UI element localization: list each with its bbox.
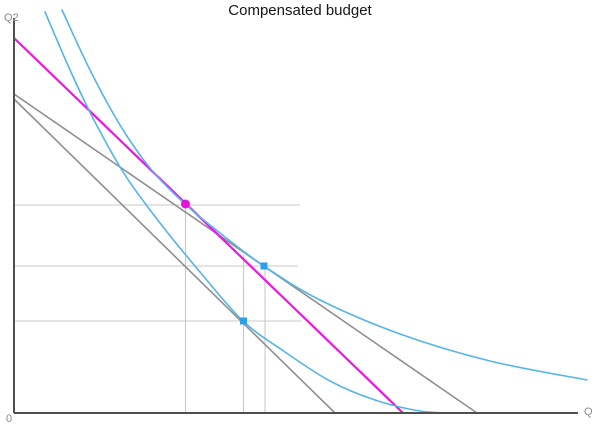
- new-budget-line: [13, 98, 336, 414]
- compensated-optimum-point: [181, 199, 190, 209]
- x-axis-label: Q: [584, 406, 593, 418]
- indifference-curve-2: [44, 11, 456, 414]
- origin-label: 0: [6, 413, 13, 425]
- chart-title: Compensated budget: [228, 2, 372, 19]
- new-optimum-point: [240, 317, 247, 325]
- compensated-budget-line: [12, 36, 405, 415]
- indifference-curve-1: [61, 9, 588, 381]
- y-axis-label: Q2: [4, 12, 19, 24]
- original-optimum-point: [260, 262, 268, 270]
